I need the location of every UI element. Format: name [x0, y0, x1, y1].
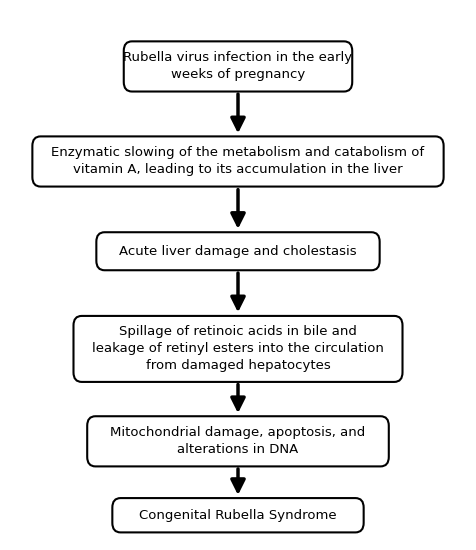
Text: Spillage of retinoic acids in bile and
leakage of retinyl esters into the circul: Spillage of retinoic acids in bile and l…	[92, 326, 384, 372]
Text: Acute liver damage and cholestasis: Acute liver damage and cholestasis	[119, 245, 357, 258]
FancyBboxPatch shape	[32, 136, 444, 186]
FancyBboxPatch shape	[112, 498, 364, 532]
FancyBboxPatch shape	[87, 416, 389, 466]
Text: Congenital Rubella Syndrome: Congenital Rubella Syndrome	[139, 509, 337, 522]
Text: Enzymatic slowing of the metabolism and catabolism of
vitamin A, leading to its : Enzymatic slowing of the metabolism and …	[51, 146, 425, 177]
FancyBboxPatch shape	[96, 232, 380, 270]
FancyBboxPatch shape	[73, 316, 403, 382]
Text: Rubella virus infection in the early
weeks of pregnancy: Rubella virus infection in the early wee…	[123, 52, 353, 81]
Text: Mitochondrial damage, apoptosis, and
alterations in DNA: Mitochondrial damage, apoptosis, and alt…	[110, 426, 366, 456]
FancyBboxPatch shape	[124, 41, 352, 91]
